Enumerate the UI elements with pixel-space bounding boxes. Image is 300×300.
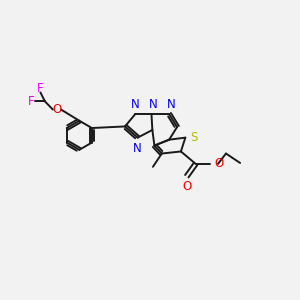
Text: S: S bbox=[190, 131, 198, 144]
Text: F: F bbox=[37, 82, 44, 95]
Text: N: N bbox=[148, 98, 157, 110]
Text: N: N bbox=[133, 142, 141, 155]
Text: O: O bbox=[52, 103, 62, 116]
Text: F: F bbox=[28, 95, 35, 108]
Text: N: N bbox=[131, 98, 140, 110]
Text: O: O bbox=[182, 180, 191, 193]
Text: O: O bbox=[214, 157, 223, 170]
Text: N: N bbox=[167, 98, 175, 110]
